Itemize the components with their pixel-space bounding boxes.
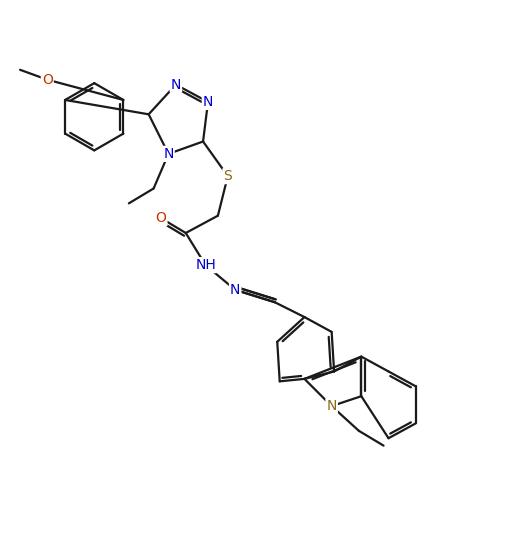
Text: N: N (163, 147, 174, 161)
Text: N: N (203, 95, 213, 109)
Text: S: S (224, 169, 232, 183)
Text: NH: NH (195, 258, 216, 272)
Text: O: O (155, 211, 167, 225)
Text: O: O (42, 73, 53, 87)
Text: N: N (327, 399, 337, 413)
Text: N: N (171, 78, 181, 92)
Text: N: N (230, 283, 240, 297)
